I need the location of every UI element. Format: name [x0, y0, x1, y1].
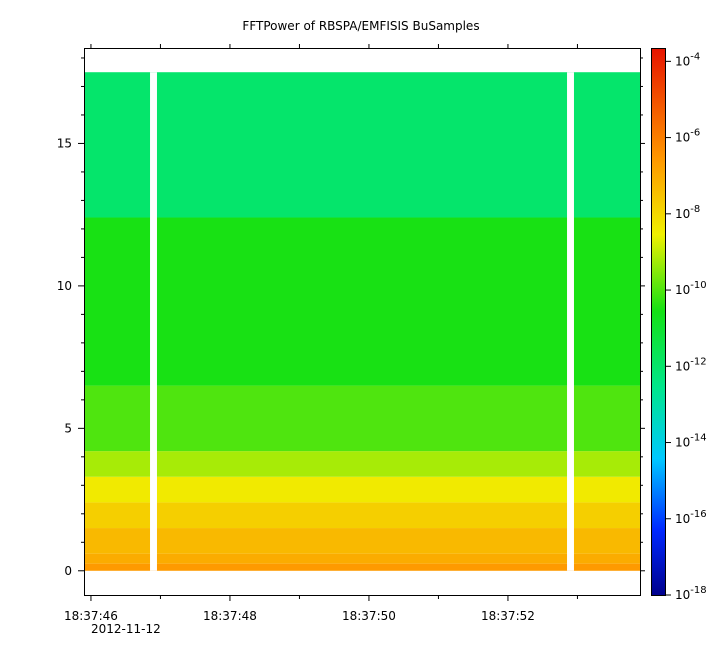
y-tick-label: 5: [64, 421, 72, 435]
x-axis: 18:37:46 18:37:48 18:37:50 18:37:52: [64, 44, 578, 623]
colorbar-tick-label: 10-4: [675, 51, 700, 68]
colorbar-tick-label: 10-6: [675, 128, 700, 145]
spectrogram-plot: [84, 72, 640, 571]
y-tick-label: 10: [57, 279, 72, 293]
x-tick-label: 18:37:50: [342, 609, 396, 623]
colorbar-tick-label: 10-16: [675, 509, 707, 526]
colorbar-tick-label: 10-12: [675, 356, 707, 373]
y-tick-label: 0: [64, 564, 72, 578]
x-tick-label: 18:37:52: [481, 609, 535, 623]
chart-title: FFTPower of RBSPA/EMFISIS BuSamples: [242, 19, 479, 33]
x-tick-label: 18:37:46: [64, 609, 118, 623]
data-gap: [150, 72, 157, 571]
x-tick-label: 18:37:48: [203, 609, 257, 623]
spectral-band: [84, 553, 640, 564]
colorbar: 10-4 10-6 10-8 10-10 10-12 10-14 10-16 10-18: [651, 48, 707, 602]
spectral-band: [84, 385, 640, 452]
y-axis: 0 5 10 15: [57, 57, 645, 578]
spectral-band: [84, 451, 640, 477]
spectral-band: [84, 563, 640, 571]
colorbar-tick-label: 10-14: [675, 433, 707, 450]
data-gaps: [150, 72, 574, 571]
spectral-band: [84, 476, 640, 503]
plot-frame: [84, 48, 641, 596]
spectral-band: [84, 72, 640, 218]
x-date-label: 2012-11-12: [91, 622, 161, 636]
colorbar-gradient: [651, 48, 666, 596]
spectral-band: [84, 528, 640, 554]
spectral-band: [84, 217, 640, 386]
data-gap: [567, 72, 574, 571]
colorbar-tick-label: 10-8: [675, 204, 700, 221]
spectral-band: [84, 502, 640, 529]
y-tick-label: 15: [57, 136, 72, 150]
colorbar-tick-label: 10-18: [675, 585, 707, 602]
colorbar-tick-label: 10-10: [675, 280, 707, 297]
